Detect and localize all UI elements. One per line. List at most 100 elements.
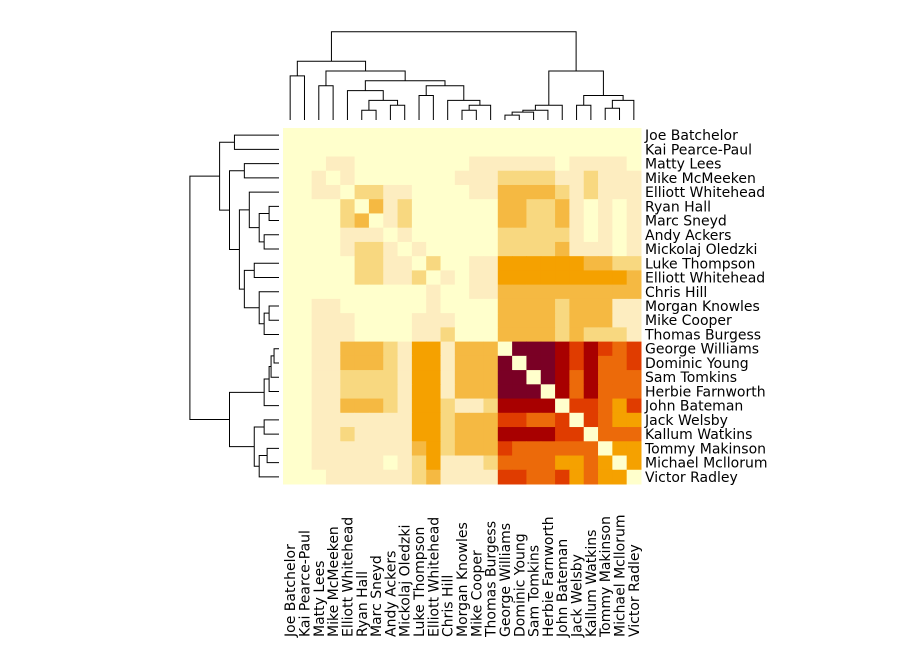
- heatmap-cell: [397, 313, 413, 328]
- heatmap-cell: [583, 184, 599, 200]
- heatmap-cell: [497, 184, 513, 200]
- heatmap-cell: [540, 184, 556, 200]
- heatmap-cell: [469, 170, 484, 186]
- heatmap-cell: [612, 398, 628, 414]
- column-dendrogram: [289, 31, 635, 120]
- heatmap-cell: [512, 455, 527, 471]
- heatmap-cell: [483, 327, 499, 343]
- heatmap-cell: [354, 298, 370, 314]
- heatmap-cell: [283, 398, 298, 414]
- heatmap-cell: [512, 184, 527, 200]
- heatmap-cell: [598, 270, 613, 286]
- heatmap-cell: [397, 455, 413, 471]
- heatmap-cell: [368, 370, 384, 385]
- heatmap-cell: [368, 412, 384, 428]
- heatmap-cell: [583, 241, 599, 257]
- heatmap-cell: [626, 327, 642, 343]
- heatmap-cell: [583, 128, 599, 143]
- heatmap-cell: [583, 156, 599, 172]
- heatmap-cell: [368, 213, 384, 229]
- heatmap-cell: [297, 355, 313, 371]
- column-label: Jack Welsby: [570, 554, 586, 638]
- heatmap-cell: [368, 441, 384, 457]
- heatmap-cell: [569, 184, 585, 200]
- heatmap-cell: [368, 142, 384, 157]
- heatmap-cell: [426, 469, 442, 485]
- heatmap-cell: [325, 142, 341, 157]
- heatmap-cell: [340, 469, 356, 485]
- heatmap-cell: [540, 370, 556, 385]
- heatmap-cell: [440, 370, 456, 385]
- heatmap-cell: [612, 412, 628, 428]
- heatmap-cell: [283, 412, 298, 428]
- heatmap-cell: [469, 227, 484, 243]
- heatmap-cell: [397, 341, 413, 357]
- column-label: Victor Radley: [627, 544, 643, 637]
- heatmap-cell: [512, 170, 527, 186]
- heatmap-cell: [283, 384, 298, 400]
- heatmap-cell: [426, 298, 442, 314]
- heatmap-cell: [483, 142, 499, 157]
- heatmap-cell: [540, 199, 556, 214]
- heatmap-cell: [598, 241, 613, 257]
- heatmap-cell: [540, 256, 556, 271]
- heatmap-cell: [526, 284, 542, 300]
- heatmap-cell: [454, 384, 470, 400]
- heatmap-cell: [612, 355, 628, 371]
- heatmap-cell: [555, 455, 570, 471]
- column-label: Morgan Knowles: [455, 522, 471, 637]
- heatmap-cell: [454, 398, 470, 414]
- heatmap-cell: [383, 313, 399, 328]
- heatmap-cell: [311, 327, 327, 343]
- heatmap-cell: [540, 412, 556, 428]
- heatmap-cell: [311, 170, 327, 186]
- heatmap-cell: [598, 227, 613, 243]
- heatmap-cell: [311, 284, 327, 300]
- heatmap-cell: [626, 156, 642, 172]
- heatmap-cell: [397, 284, 413, 300]
- heatmap-cell: [454, 128, 470, 143]
- heatmap-cell: [383, 227, 399, 243]
- heatmap-cell: [612, 455, 628, 471]
- heatmap-cell: [612, 184, 628, 200]
- heatmap-cell: [497, 398, 513, 414]
- heatmap-cell: [526, 370, 542, 385]
- heatmap-cell: [397, 184, 413, 200]
- heatmap-cell: [612, 170, 628, 186]
- heatmap-cell: [612, 370, 628, 385]
- heatmap-cell: [311, 441, 327, 457]
- heatmap-cell: [340, 313, 356, 328]
- heatmap-cell: [483, 128, 499, 143]
- heatmap-cell: [583, 298, 599, 314]
- heatmap-cell: [297, 298, 313, 314]
- heatmap-cell: [497, 241, 513, 257]
- heatmap-cell: [397, 398, 413, 414]
- row-label: Morgan Knowles: [645, 299, 760, 315]
- heatmap-cell: [354, 313, 370, 328]
- heatmap-cell: [283, 469, 298, 485]
- heatmap-cell: [612, 199, 628, 214]
- heatmap-cell: [626, 213, 642, 229]
- heatmap-cell: [340, 213, 356, 229]
- heatmap-cell: [354, 412, 370, 428]
- heatmap-cell: [311, 227, 327, 243]
- row-label: Luke Thompson: [645, 256, 755, 272]
- heatmap-cell: [311, 241, 327, 257]
- heatmap-cell: [483, 213, 499, 229]
- heatmap-cell: [383, 370, 399, 385]
- heatmap-cell: [311, 398, 327, 414]
- heatmap-cell: [311, 199, 327, 214]
- heatmap-cell: [440, 355, 456, 371]
- heatmap-cell: [440, 156, 456, 172]
- row-label: Matty Lees: [645, 157, 721, 173]
- column-label: George Williams: [498, 523, 514, 637]
- heatmap-cell: [454, 455, 470, 471]
- heatmap-cell: [411, 341, 427, 357]
- heatmap-cell: [325, 313, 341, 328]
- heatmap-cell: [325, 284, 341, 300]
- heatmap-cell: [469, 384, 484, 400]
- heatmap-cell: [497, 199, 513, 214]
- heatmap-cell: [555, 313, 570, 328]
- heatmap-cell: [483, 398, 499, 414]
- heatmap-cell: [283, 142, 298, 157]
